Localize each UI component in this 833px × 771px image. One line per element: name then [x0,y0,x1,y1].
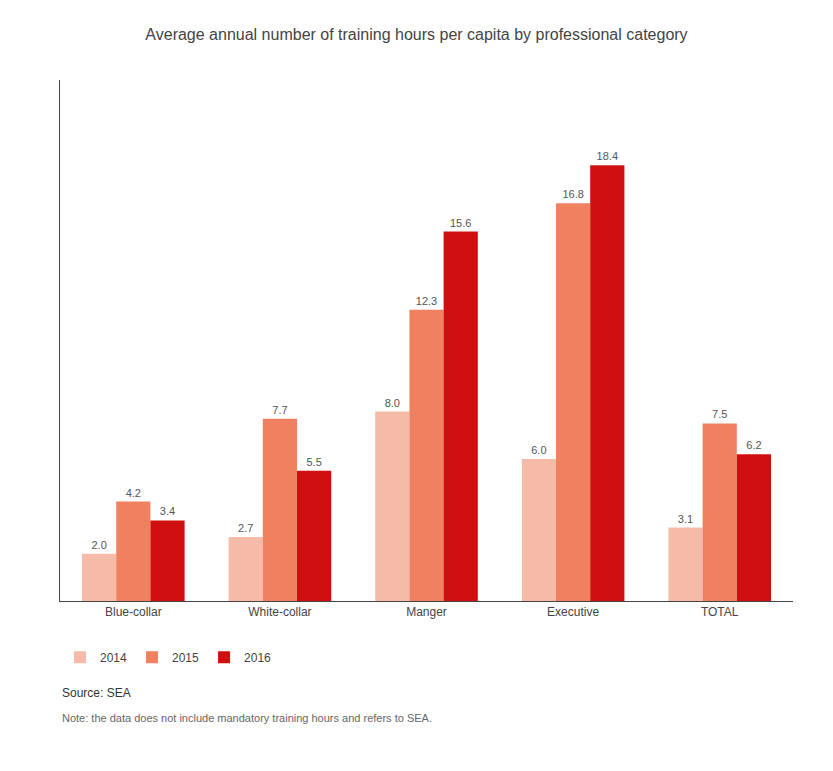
svg-text:Manger: Manger [406,605,447,619]
svg-text:Average annual number of train: Average annual number of training hours … [145,26,687,43]
svg-text:16.8: 16.8 [562,188,583,200]
svg-text:8.0: 8.0 [385,397,400,409]
svg-text:7.5: 7.5 [712,408,727,420]
svg-text:Note: the data does not includ: Note: the data does not include mandator… [62,712,432,724]
svg-text:5.5: 5.5 [306,456,321,468]
svg-text:Executive: Executive [547,605,599,619]
svg-text:15.6: 15.6 [450,217,471,229]
svg-text:TOTAL: TOTAL [701,605,739,619]
svg-text:2.7: 2.7 [238,522,253,534]
svg-text:Blue-collar: Blue-collar [105,605,162,619]
svg-text:2.0: 2.0 [91,539,106,551]
svg-text:4.2: 4.2 [126,487,141,499]
svg-text:Source: SEA: Source: SEA [62,686,131,700]
svg-text:3.4: 3.4 [160,505,175,517]
svg-text:2015: 2015 [172,651,199,665]
svg-text:2016: 2016 [244,651,271,665]
svg-text:6.0: 6.0 [531,444,546,456]
svg-text:3.1: 3.1 [678,513,693,525]
svg-text:12.3: 12.3 [416,295,437,307]
svg-text:6.2: 6.2 [746,439,761,451]
svg-text:7.7: 7.7 [272,404,287,416]
svg-text:18.4: 18.4 [597,150,618,162]
svg-text:White-collar: White-collar [248,605,311,619]
svg-text:2014: 2014 [100,651,127,665]
